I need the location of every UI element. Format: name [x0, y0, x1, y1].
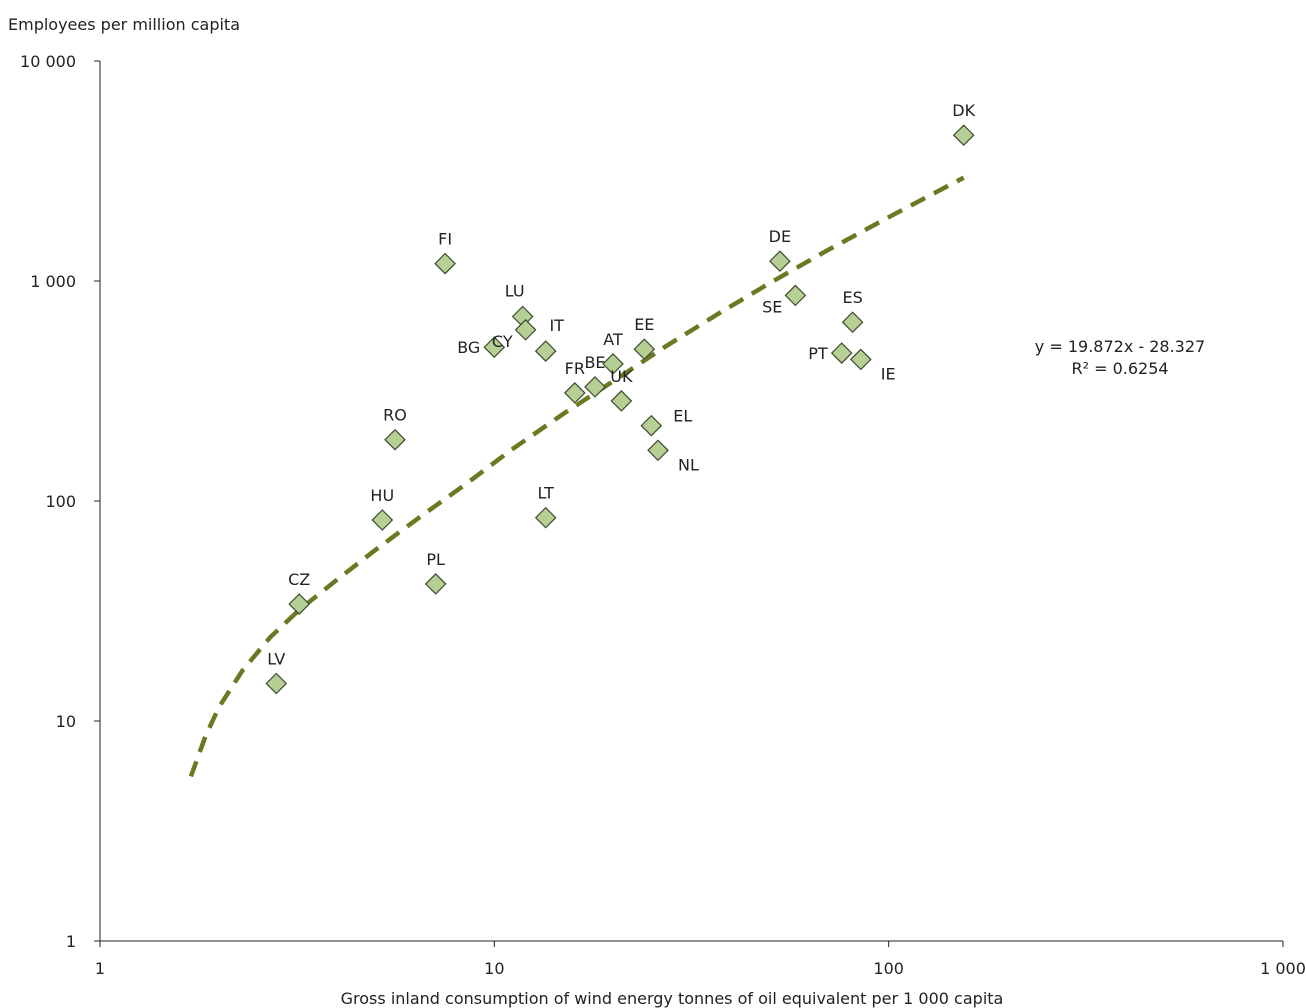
point-label-pt: PT — [808, 344, 828, 363]
axes — [99, 61, 1283, 942]
point-label-se: SE — [762, 297, 782, 316]
data-point-pl — [424, 573, 447, 595]
data-point-fr — [563, 382, 586, 404]
point-labels: DK FI DE SE ES PT IE LU CY BG IT AT EE FR BE UK EL NL RO HU… — [267, 101, 975, 668]
x-tick-label: 100 — [873, 959, 904, 978]
y-tick-label: 100 — [45, 492, 76, 511]
point-label-el: EL — [673, 407, 692, 426]
data-point-it — [534, 340, 557, 362]
data-point-lv — [265, 672, 288, 695]
point-label-be: BE — [584, 353, 605, 372]
trendline-equation-text: y = 19.872x - 28.327 — [1035, 337, 1205, 356]
point-label-dk: DK — [952, 101, 975, 120]
data-point-bg — [483, 336, 506, 359]
point-label-lv: LV — [267, 650, 285, 669]
point-label-fi: FI — [438, 230, 452, 249]
trendline — [188, 175, 965, 778]
point-label-nl: NL — [678, 455, 699, 474]
data-point-be — [584, 376, 606, 398]
y-tick-label: 1 000 — [30, 272, 76, 291]
trendline-equation: y = 19.872x - 28.327 R² = 0.6254 — [1035, 337, 1205, 378]
point-label-bg: BG — [457, 338, 480, 357]
point-label-lt: LT — [537, 484, 554, 503]
x-tick-label: 10 — [484, 959, 504, 978]
x-tick-label: 1 000 — [1260, 959, 1306, 978]
point-label-ie: IE — [881, 364, 896, 383]
trendline-curve — [188, 175, 965, 778]
y-tick-label: 10 — [56, 712, 76, 731]
data-point-uk — [610, 390, 633, 412]
data-point-hu — [371, 509, 394, 531]
point-label-cz: CZ — [288, 570, 310, 589]
point-label-ee: EE — [634, 315, 654, 334]
point-label-pl: PL — [426, 550, 445, 569]
point-label-it: IT — [549, 316, 564, 335]
point-label-de: DE — [769, 227, 791, 246]
data-point-fi — [434, 252, 456, 275]
data-point-ro — [384, 428, 406, 451]
ticks: 1 10 100 1 000 1 10 100 1 000 10 000 — [20, 52, 1306, 978]
x-tick-label: 1 — [95, 959, 105, 978]
point-label-at: AT — [603, 330, 623, 349]
data-point-dk — [952, 124, 975, 147]
point-label-uk: UK — [610, 367, 633, 386]
data-point-cy — [514, 318, 537, 341]
data-points — [265, 124, 975, 695]
data-point-lt — [534, 506, 557, 529]
y-tick-label: 10 000 — [20, 52, 76, 71]
data-point-ie — [849, 348, 872, 371]
x-axis-title: Gross inland consumption of wind energy … — [341, 989, 1004, 1008]
y-tick-label: 1 — [66, 932, 76, 951]
point-label-es: ES — [842, 288, 862, 307]
data-point-se — [784, 284, 807, 307]
data-point-de — [769, 250, 791, 273]
data-point-at — [602, 353, 624, 375]
point-label-cy: CY — [492, 332, 513, 351]
data-point-pt — [830, 342, 853, 364]
data-point-ee — [633, 338, 656, 361]
y-axis-title: Employees per million capita — [8, 15, 240, 34]
point-label-lu: LU — [505, 282, 525, 301]
trendline-r-squared: R² = 0.6254 — [1071, 359, 1168, 378]
point-label-fr: FR — [565, 359, 585, 378]
data-point-cz — [288, 593, 311, 615]
data-point-el — [640, 414, 663, 437]
data-point-es — [841, 311, 864, 334]
point-label-hu: HU — [370, 486, 394, 505]
point-label-ro: RO — [383, 406, 407, 425]
data-point-nl — [647, 439, 669, 462]
